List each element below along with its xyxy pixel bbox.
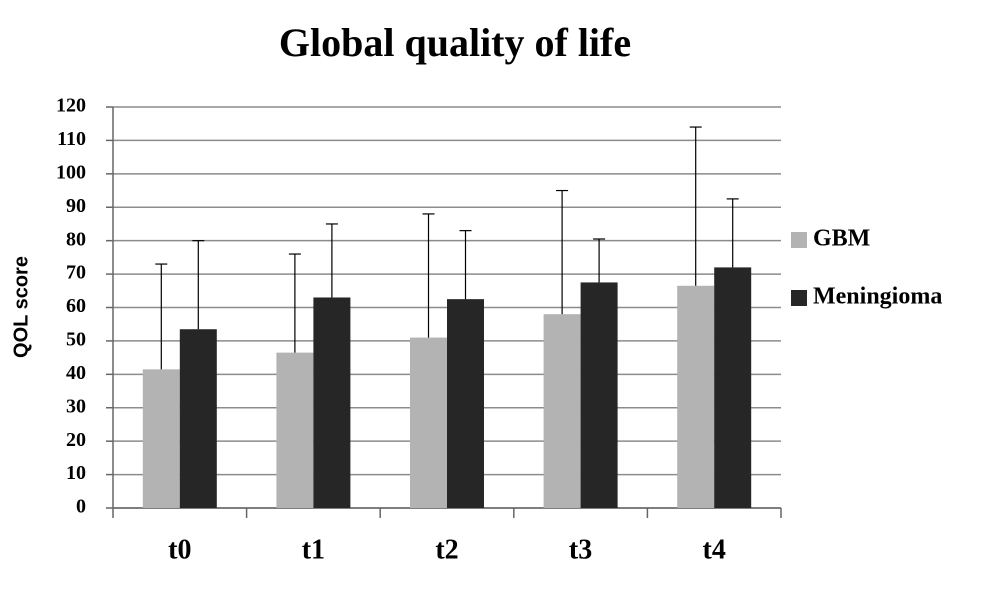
x-tick-label: t2: [435, 534, 458, 565]
legend-swatch: [791, 232, 807, 248]
y-tick-label: 20: [66, 429, 86, 451]
legend-label: GBM: [813, 226, 870, 252]
bar: [276, 352, 314, 508]
y-tick-label: 0: [76, 496, 86, 518]
y-tick-label: 40: [66, 362, 86, 384]
y-tick-label: 100: [56, 161, 86, 183]
bar: [714, 267, 752, 508]
y-tick-label: 10: [66, 462, 86, 484]
y-tick-label: 70: [66, 262, 86, 284]
x-tick-label: t4: [703, 534, 726, 565]
chart-title: Global quality of life: [279, 20, 631, 65]
x-tick-label: t1: [302, 534, 325, 565]
legend-swatch: [791, 290, 807, 306]
y-tick-label: 90: [66, 195, 86, 217]
y-tick-label: 110: [57, 128, 86, 150]
bar: [543, 314, 581, 508]
bar: [410, 337, 447, 508]
legend-label: Meningioma: [813, 284, 942, 310]
y-tick-label: 80: [66, 228, 86, 250]
bar: [313, 297, 351, 508]
bar: [580, 282, 618, 508]
bar: [677, 285, 715, 508]
y-tick-label: 60: [66, 295, 86, 317]
x-tick-label: t3: [569, 534, 592, 565]
bar: [142, 369, 180, 508]
bar: [447, 299, 484, 508]
y-tick-label: 30: [66, 395, 86, 417]
bar: [179, 329, 217, 508]
y-tick-label: 120: [56, 95, 86, 117]
x-tick-label: t0: [168, 534, 191, 565]
y-axis-label: QOL score: [10, 256, 32, 358]
y-tick-label: 50: [66, 329, 86, 351]
